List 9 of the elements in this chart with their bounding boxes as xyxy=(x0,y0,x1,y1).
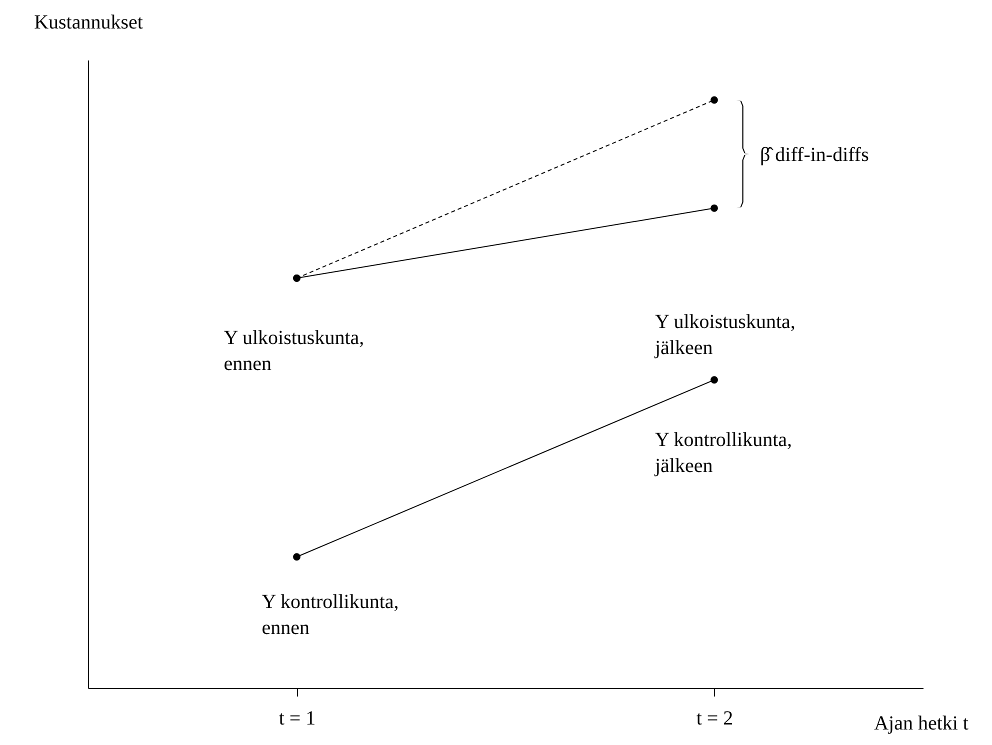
annotation: Y ulkoistuskunta, jälkeen xyxy=(654,311,796,359)
annotation: Y kontrollikunta, jälkeen xyxy=(654,429,792,477)
x-tick-label: t = 1 xyxy=(278,708,316,730)
x-axis-title: Ajan hetki t xyxy=(874,712,969,734)
annotation: Y ulkoistuskunta, ennen xyxy=(224,327,364,376)
annotation: Y kontrollikunta, ennen xyxy=(262,590,399,639)
x-tick-label: t = 2 xyxy=(696,708,734,730)
y-axis-title: Kustannukset xyxy=(34,12,144,34)
annotation: β̂ diff-in-diffs xyxy=(760,144,870,166)
